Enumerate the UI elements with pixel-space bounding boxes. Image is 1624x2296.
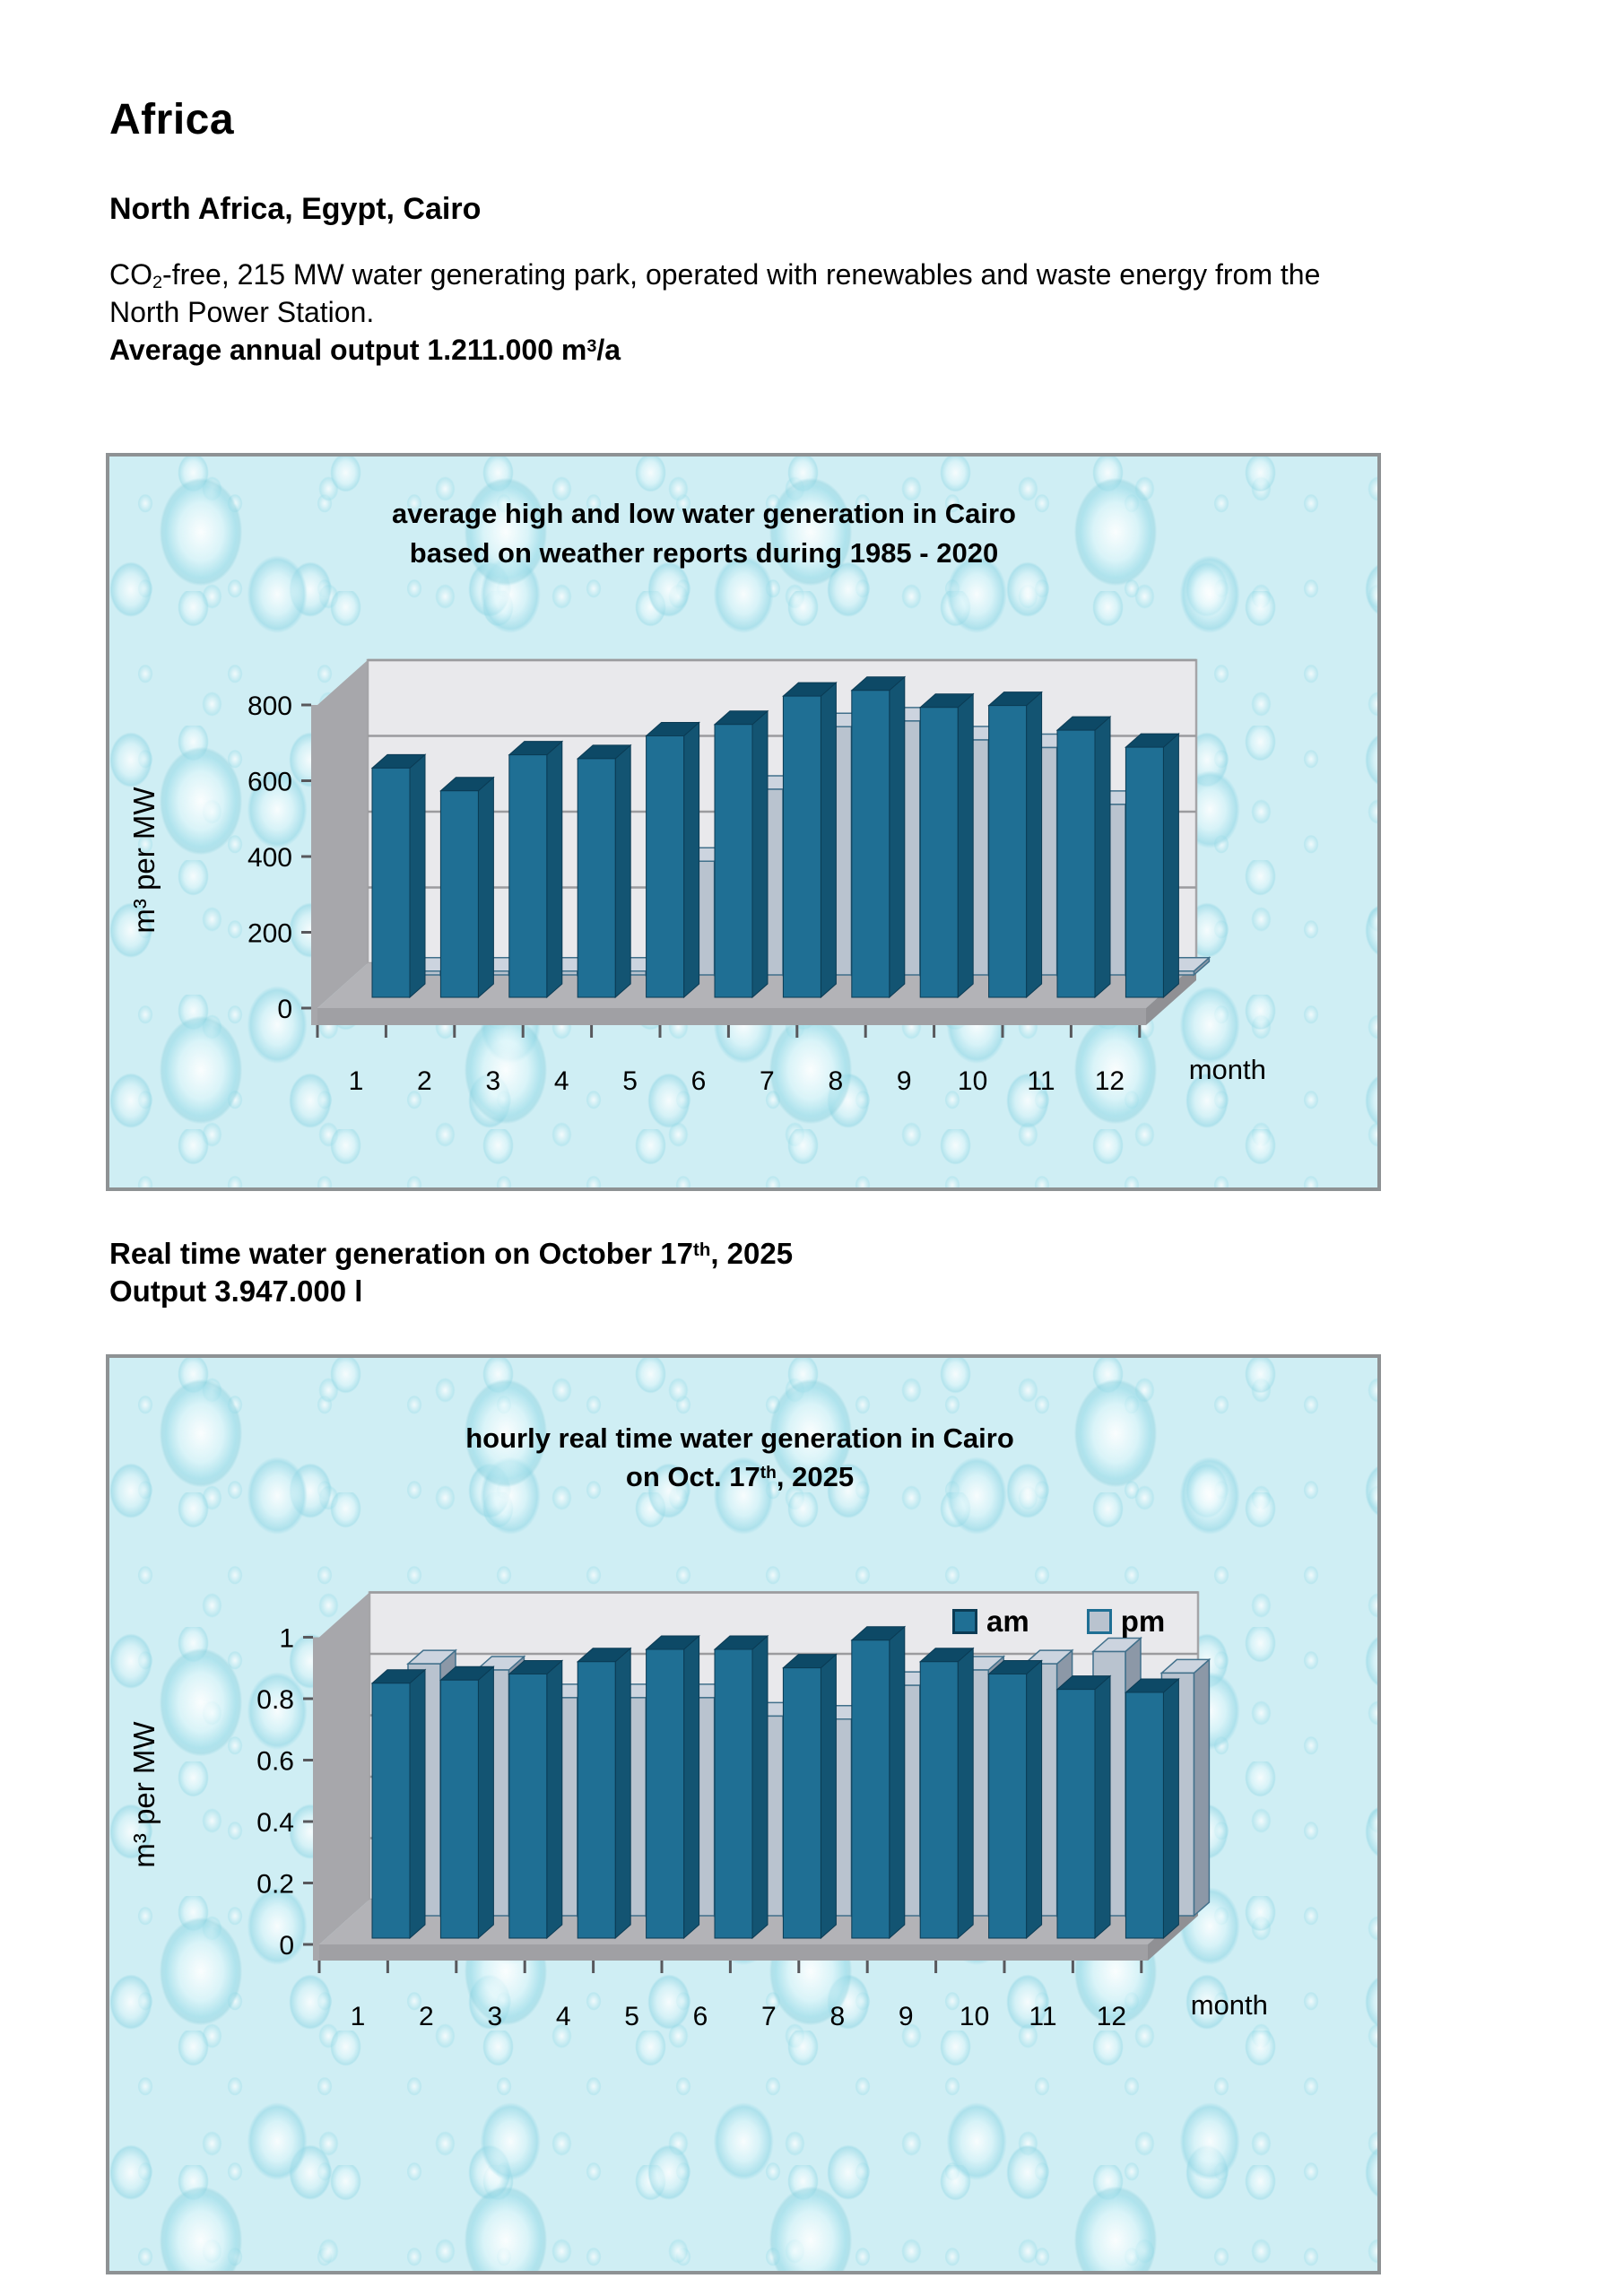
svg-text:4: 4 bbox=[556, 2002, 571, 2031]
series-am-bars bbox=[370, 1625, 1180, 1940]
svg-text:5: 5 bbox=[622, 1066, 638, 1096]
intro-line-1-text: -free, 215 MW water generating park, ope… bbox=[162, 258, 1321, 291]
svg-text:2: 2 bbox=[419, 2002, 434, 2031]
svg-text:9: 9 bbox=[897, 1066, 912, 1096]
svg-text:6: 6 bbox=[691, 1066, 707, 1096]
legend-item-am: am bbox=[952, 1605, 1029, 1639]
legend-label-pm: pm bbox=[1120, 1605, 1166, 1638]
series-high-bars bbox=[370, 675, 1180, 999]
svg-text:month: month bbox=[1189, 1054, 1266, 1085]
chart-legend: am pm bbox=[952, 1605, 1165, 1639]
svg-text:0.2: 0.2 bbox=[256, 1870, 294, 1900]
svg-text:m³ per MW: m³ per MW bbox=[127, 787, 161, 934]
realtime-year-suffix: , 2025 bbox=[710, 1237, 794, 1270]
am-series-swatch bbox=[952, 1609, 977, 1634]
svg-text:4: 4 bbox=[554, 1066, 569, 1096]
chart2-date-text: on Oct. 17 bbox=[625, 1461, 760, 1492]
output-unit-suffix: /a bbox=[596, 334, 621, 366]
svg-text:5: 5 bbox=[624, 2002, 639, 2031]
output-text: Average annual output 1.211.000 m bbox=[109, 334, 587, 366]
svg-text:1: 1 bbox=[349, 1066, 364, 1096]
intro-paragraph-line-2: North Power Station. bbox=[109, 296, 375, 328]
svg-text:6: 6 bbox=[693, 2002, 708, 2031]
realtime-text: Real time water generation on October 17 bbox=[109, 1237, 694, 1270]
svg-text:1: 1 bbox=[279, 1624, 294, 1654]
svg-text:3: 3 bbox=[487, 2002, 502, 2031]
svg-text:600: 600 bbox=[248, 768, 292, 797]
legend-label-am: am bbox=[986, 1605, 1029, 1638]
svg-text:7: 7 bbox=[761, 2002, 777, 2031]
svg-text:11: 11 bbox=[1027, 1066, 1055, 1096]
svg-text:7: 7 bbox=[760, 1066, 775, 1096]
co-text: CO bbox=[109, 258, 152, 291]
intro-paragraph-line-1: CO2-free, 215 MW water generating park, … bbox=[109, 258, 1321, 292]
svg-text:m³ per MW: m³ per MW bbox=[127, 1721, 161, 1868]
svg-text:400: 400 bbox=[248, 843, 292, 873]
chart2-year-suffix: , 2025 bbox=[776, 1461, 855, 1492]
svg-text:12: 12 bbox=[1095, 1066, 1125, 1096]
svg-text:800: 800 bbox=[248, 691, 292, 721]
svg-text:11: 11 bbox=[1029, 2002, 1056, 2031]
chart1-title: average high and low water generation in… bbox=[215, 494, 1193, 573]
realtime-output-line: Output 3.947.000 l bbox=[109, 1274, 363, 1308]
svg-text:8: 8 bbox=[829, 2002, 845, 2031]
chart1-title-line-2: based on weather reports during 1985 - 2… bbox=[409, 537, 999, 569]
svg-text:month: month bbox=[1191, 1989, 1268, 2021]
svg-text:9: 9 bbox=[899, 2002, 914, 2031]
chart1-title-line-1: average high and low water generation in… bbox=[392, 498, 1016, 529]
th-superscript: th bbox=[693, 1239, 711, 1260]
chart2-title-line-2: on Oct. 17th, 2025 bbox=[296, 1457, 1184, 1500]
svg-text:1: 1 bbox=[351, 2002, 366, 2031]
co-subscript: 2 bbox=[152, 272, 163, 292]
page-title: Africa bbox=[109, 96, 235, 144]
chart2-title-line-1: hourly real time water generation in Cai… bbox=[465, 1422, 1014, 1454]
svg-text:12: 12 bbox=[1097, 2002, 1126, 2031]
chart2-title: hourly real time water generation in Cai… bbox=[296, 1419, 1184, 1500]
cubic-superscript: 3 bbox=[586, 336, 597, 357]
legend-item-pm: pm bbox=[1086, 1605, 1166, 1639]
svg-text:0.6: 0.6 bbox=[256, 1747, 294, 1777]
svg-text:200: 200 bbox=[248, 919, 292, 949]
pm-series-swatch bbox=[1086, 1609, 1112, 1634]
svg-text:0.4: 0.4 bbox=[256, 1808, 294, 1838]
svg-text:2: 2 bbox=[417, 1066, 432, 1096]
svg-text:10: 10 bbox=[958, 1066, 987, 1096]
svg-text:10: 10 bbox=[960, 2002, 989, 2031]
svg-text:0.8: 0.8 bbox=[256, 1685, 294, 1715]
svg-text:8: 8 bbox=[828, 1066, 843, 1096]
svg-text:3: 3 bbox=[485, 1066, 500, 1096]
svg-text:0: 0 bbox=[277, 995, 292, 1024]
realtime-heading-line-1: Real time water generation on October 17… bbox=[109, 1237, 793, 1271]
location-subtitle: North Africa, Egypt, Cairo bbox=[109, 192, 482, 226]
average-output-line: Average annual output 1.211.000 m3/a bbox=[109, 334, 621, 367]
th-superscript: th bbox=[760, 1464, 777, 1483]
svg-text:0: 0 bbox=[279, 1931, 294, 1961]
